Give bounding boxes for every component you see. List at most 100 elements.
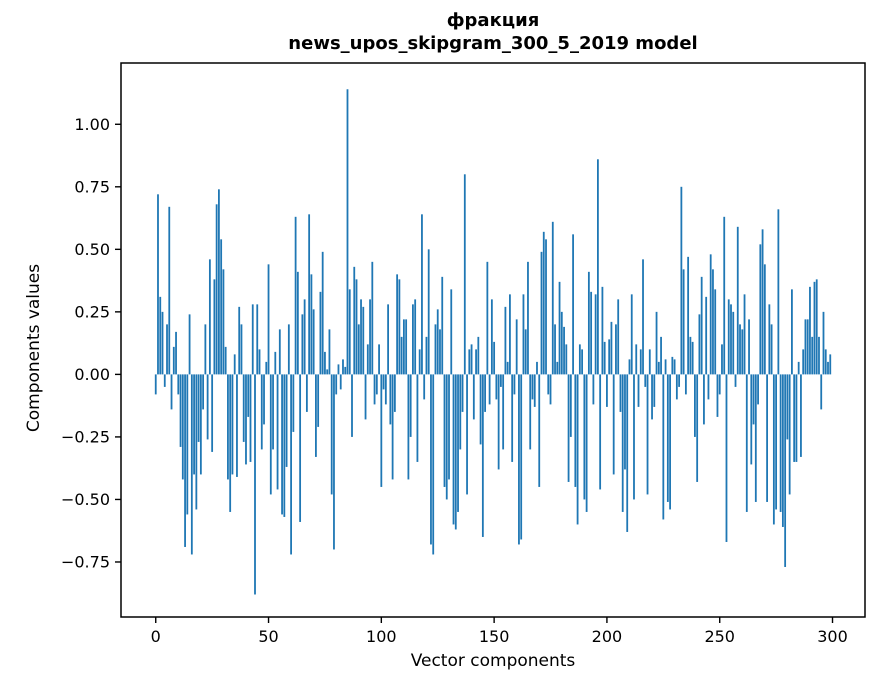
bar (754, 374, 757, 502)
bar (278, 329, 281, 375)
bar (296, 271, 299, 375)
bar (497, 374, 500, 470)
bar (703, 374, 705, 425)
bar (398, 279, 401, 375)
bar (513, 374, 516, 395)
bar (515, 319, 518, 375)
bar (578, 344, 581, 375)
bar (576, 374, 579, 525)
bar (463, 174, 466, 375)
bar (811, 336, 814, 375)
chart-title: фракция news_upos_skipgram_300_5_2019 mo… (121, 9, 865, 55)
bar (549, 374, 552, 405)
bar (597, 159, 599, 375)
bar (556, 361, 559, 375)
bar (468, 349, 471, 375)
bar (247, 374, 250, 417)
bar (759, 244, 762, 375)
bar (809, 286, 811, 375)
bar (427, 249, 430, 375)
bar (698, 314, 701, 375)
bar (292, 374, 295, 432)
bar (518, 374, 520, 545)
bar (154, 374, 157, 395)
bar (380, 374, 383, 487)
bar (748, 319, 750, 375)
bar (344, 366, 347, 375)
bar (466, 374, 468, 495)
x-tick-label: 0 (151, 627, 161, 646)
bar (565, 344, 568, 375)
bar (680, 186, 683, 375)
bar (802, 349, 805, 375)
bar (339, 374, 342, 390)
bar (644, 374, 647, 387)
y-tick-label: −0.75 (61, 552, 110, 571)
bar (786, 374, 789, 440)
bar (452, 374, 455, 525)
bar (348, 289, 351, 375)
bar (606, 374, 608, 407)
bar (504, 306, 507, 375)
bar (222, 269, 225, 375)
bar (412, 304, 414, 375)
bar (630, 294, 633, 375)
bar (594, 294, 597, 375)
bar (186, 374, 189, 515)
bar (813, 281, 816, 375)
bar (418, 349, 421, 375)
bar (172, 346, 175, 375)
bar (642, 259, 644, 375)
chart-title-line2: news_upos_skipgram_300_5_2019 model (288, 33, 698, 54)
bar (305, 374, 308, 412)
bar (572, 234, 574, 375)
bar (657, 361, 660, 375)
bar (220, 239, 223, 375)
bar (696, 374, 699, 482)
bar (224, 346, 227, 375)
bar (335, 374, 338, 395)
bar (326, 369, 329, 375)
bar (822, 311, 825, 375)
x-tick-label: 50 (258, 627, 278, 646)
bar (511, 374, 514, 462)
bar (260, 374, 263, 450)
bar (599, 374, 602, 490)
bar (493, 341, 496, 375)
bar (477, 336, 480, 375)
bar (373, 374, 376, 405)
bar (725, 374, 728, 542)
bar (249, 374, 252, 462)
bar (820, 374, 823, 410)
bar (829, 354, 832, 375)
bar (479, 374, 482, 445)
bar (495, 374, 498, 400)
bar (727, 299, 730, 375)
bar (545, 239, 547, 375)
bar (619, 374, 622, 412)
bar (317, 374, 320, 427)
bar (524, 329, 527, 375)
bar (218, 189, 220, 375)
y-tick-label: 0.75 (74, 177, 110, 196)
chart-title-line1: фракция (446, 10, 540, 31)
bar (240, 324, 243, 375)
bar (443, 374, 446, 487)
x-tick-label: 150 (479, 627, 510, 646)
bar (472, 374, 475, 420)
bar (425, 336, 428, 375)
bar (405, 319, 408, 375)
bar (655, 311, 658, 375)
bar (360, 299, 362, 375)
bar (705, 296, 708, 375)
bar (624, 374, 626, 470)
bar (781, 374, 784, 527)
bar (265, 361, 268, 375)
bar (251, 304, 254, 375)
bar (741, 329, 744, 375)
bar (448, 374, 450, 480)
bar (694, 374, 696, 437)
bar (229, 374, 232, 512)
bar (414, 299, 417, 375)
bar (804, 319, 807, 375)
